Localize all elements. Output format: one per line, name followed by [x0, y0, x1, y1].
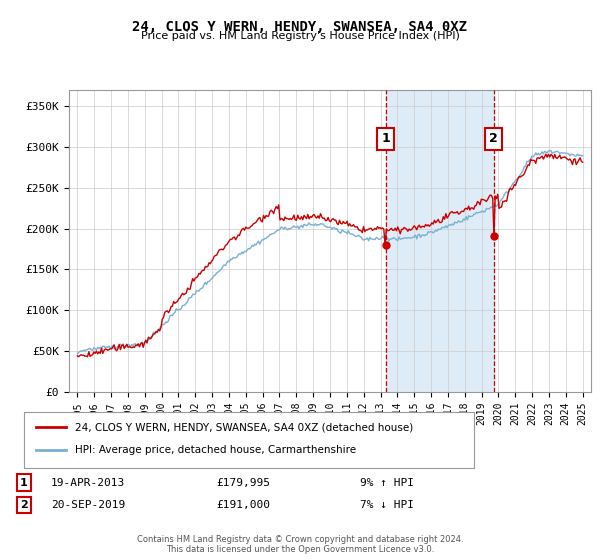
Text: £179,995: £179,995 — [216, 478, 270, 488]
Text: HPI: Average price, detached house, Carmarthenshire: HPI: Average price, detached house, Carm… — [75, 445, 356, 455]
Text: 2: 2 — [489, 132, 498, 145]
Text: 7% ↓ HPI: 7% ↓ HPI — [360, 500, 414, 510]
Bar — [386, 90, 494, 392]
Text: 24, CLOS Y WERN, HENDY, SWANSEA, SA4 0XZ (detached house): 24, CLOS Y WERN, HENDY, SWANSEA, SA4 0XZ… — [75, 422, 413, 432]
Text: Price paid vs. HM Land Registry's House Price Index (HPI): Price paid vs. HM Land Registry's House … — [140, 31, 460, 41]
Text: 9% ↑ HPI: 9% ↑ HPI — [360, 478, 414, 488]
Text: 19-APR-2013: 19-APR-2013 — [51, 478, 125, 488]
Text: Contains HM Land Registry data © Crown copyright and database right 2024.
This d: Contains HM Land Registry data © Crown c… — [137, 535, 463, 554]
Text: 24, CLOS Y WERN, HENDY, SWANSEA, SA4 0XZ: 24, CLOS Y WERN, HENDY, SWANSEA, SA4 0XZ — [133, 20, 467, 34]
Text: 1: 1 — [381, 132, 390, 145]
Text: 2: 2 — [20, 500, 28, 510]
Text: 20-SEP-2019: 20-SEP-2019 — [51, 500, 125, 510]
Text: 1: 1 — [20, 478, 28, 488]
Text: £191,000: £191,000 — [216, 500, 270, 510]
